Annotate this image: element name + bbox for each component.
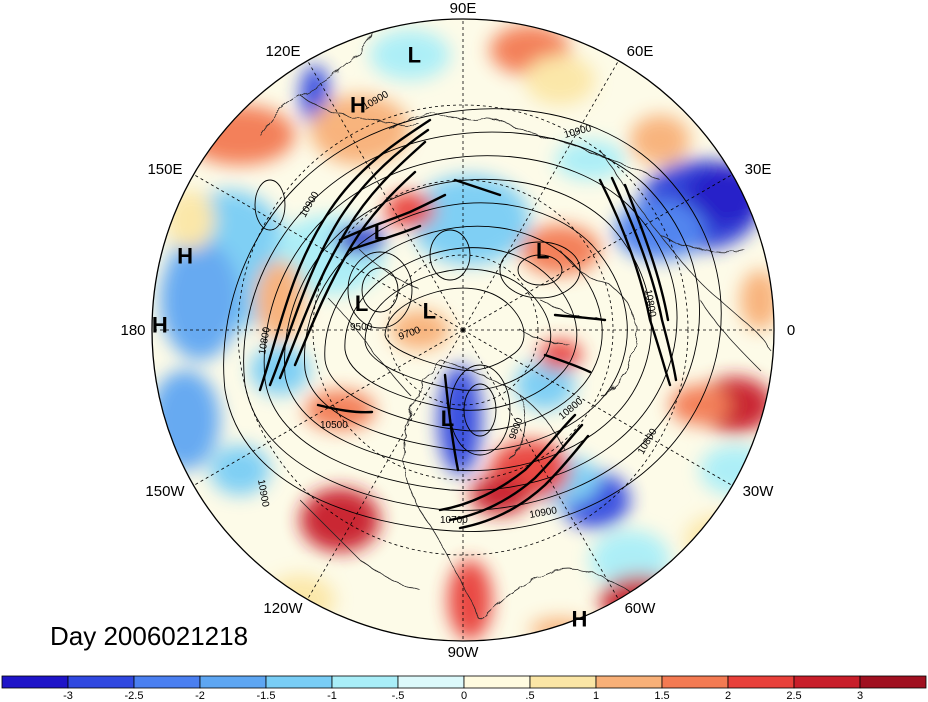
lon-label-30e: 30E	[745, 161, 772, 178]
colorbar-swatch	[463, 675, 531, 689]
jet-stream-contours	[258, 118, 678, 530]
colorbar-swatch	[1, 675, 69, 689]
colorbar-swatch	[331, 675, 399, 689]
contour-label: 10800	[257, 326, 273, 356]
meridian-line	[462, 329, 619, 600]
lon-label-60e: 60E	[627, 43, 654, 60]
lon-label-90w: 90W	[448, 644, 480, 661]
colorbar-swatch	[199, 675, 267, 689]
colorbar-label: -2.5	[125, 690, 144, 702]
lon-label-60w: 60W	[625, 600, 657, 617]
colorbar: -3 -2.5 -2 -1.5 -1 -.5 0 .5 1 1.5 2 2.5 3	[1, 675, 927, 702]
colorbar-label: 1	[593, 690, 599, 702]
lon-label-150w: 150W	[145, 483, 185, 500]
colorbar-label: 2.5	[786, 690, 801, 702]
lon-label-180: 180	[120, 322, 145, 339]
colorbar-swatch	[793, 675, 861, 689]
pressure-centers: L H H H L L L L L H	[152, 42, 588, 631]
map-boundary	[151, 18, 775, 642]
low-pressure-marker: L	[536, 238, 549, 263]
low-pressure-marker: L	[408, 42, 421, 67]
colorbar-swatch	[397, 675, 465, 689]
low-pressure-marker: L	[423, 299, 436, 324]
colorbar-label: -2	[195, 690, 205, 702]
meridian-line	[462, 329, 733, 486]
colorbar-swatch	[529, 675, 597, 689]
lon-label-30w: 30W	[743, 483, 775, 500]
lon-label-0: 0	[787, 322, 795, 339]
colorbar-label: .5	[525, 690, 534, 702]
colorbar-label: -.5	[392, 690, 405, 702]
meridian-line	[307, 60, 464, 331]
lon-label-150e: 150E	[147, 161, 182, 178]
low-pressure-marker: L	[374, 220, 387, 245]
high-pressure-marker: H	[177, 244, 193, 269]
colorbar-swatch	[133, 675, 201, 689]
high-pressure-marker: H	[152, 313, 168, 338]
colorbar-swatch	[661, 675, 729, 689]
low-pressure-marker: L	[441, 406, 454, 431]
colorbar-swatch	[595, 675, 663, 689]
colorbar-swatch	[727, 675, 795, 689]
high-pressure-marker: H	[572, 606, 588, 631]
contour-label: 10500	[320, 420, 348, 431]
low-pressure-marker: L	[355, 291, 368, 316]
contour-label: 10800	[642, 289, 658, 319]
high-pressure-marker: H	[350, 93, 366, 118]
colorbar-label: -1	[327, 690, 337, 702]
contour-label: 10900	[255, 479, 271, 509]
colorbar-swatch	[67, 675, 135, 689]
colorbar-label: 1.5	[654, 690, 669, 702]
colorbar-swatch	[265, 675, 333, 689]
date-title: Day 2006021218	[50, 621, 248, 651]
contour-label: 9500	[350, 322, 373, 333]
meridian-line	[462, 174, 733, 331]
colorbar-label: 0	[461, 690, 467, 702]
longitude-labels: 90E 60E 30E 0 30W 60W 90W 120W 150W 180 …	[120, 0, 795, 661]
lon-label-120e: 120E	[265, 43, 300, 60]
lon-label-90e: 90E	[450, 0, 477, 17]
colorbar-label: -1.5	[257, 690, 276, 702]
lon-label-120w: 120W	[263, 600, 303, 617]
meridian-line	[462, 60, 619, 331]
colorbar-label: 2	[725, 690, 731, 702]
contour-label: 10900	[529, 505, 559, 521]
meridian-line	[307, 329, 464, 600]
colorbar-label: -3	[63, 690, 73, 702]
meridian-line	[193, 329, 464, 486]
lat-lon-grid	[152, 19, 774, 641]
contour-label: 10700	[440, 515, 468, 526]
meridian-line	[193, 174, 464, 331]
colorbar-swatch	[859, 675, 927, 689]
colorbar-label: 3	[857, 690, 863, 702]
